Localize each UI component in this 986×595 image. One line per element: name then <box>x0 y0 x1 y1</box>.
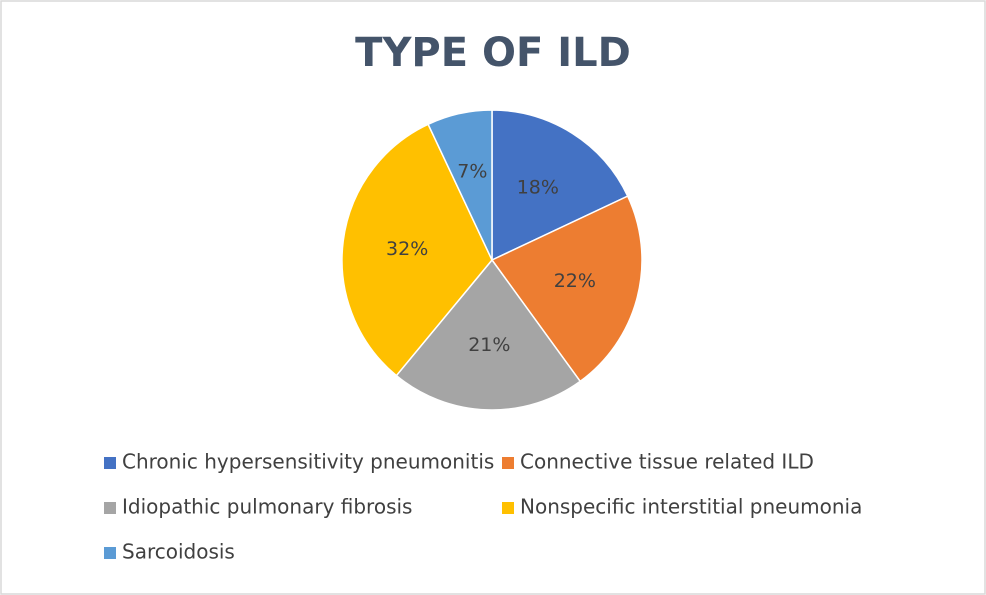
legend-swatch <box>104 502 116 514</box>
legend-label: Nonspecific interstitial pneumonia <box>520 495 862 519</box>
slice-label: 21% <box>468 334 510 356</box>
pie-slice <box>490 195 643 383</box>
legend-swatch <box>502 502 514 514</box>
slice-label: 18% <box>517 176 559 198</box>
legend-label: Idiopathic pulmonary fibrosis <box>122 495 412 519</box>
slice-label: 32% <box>386 238 428 260</box>
pie-slice <box>491 109 629 262</box>
legend-swatch <box>104 457 116 469</box>
legend-label: Sarcoidosis <box>122 540 235 564</box>
pie-slice <box>427 109 493 261</box>
pie-slice <box>395 258 582 411</box>
slice-label: 7% <box>457 161 487 183</box>
legend-label: Chronic hypersensitivity pneumonitis <box>122 450 494 474</box>
chart-title: TYPE OF ILD <box>355 30 631 76</box>
pie: 18% 22% 21% 32% 7% <box>341 109 643 411</box>
legend: Chronic hypersensitivity pneumonitis Conn… <box>104 450 862 564</box>
pie-slice <box>341 123 493 377</box>
slice-label: 22% <box>554 270 596 292</box>
legend-swatch <box>502 457 514 469</box>
legend-label: Connective tissue related ILD <box>520 450 814 474</box>
legend-swatch <box>104 547 116 559</box>
